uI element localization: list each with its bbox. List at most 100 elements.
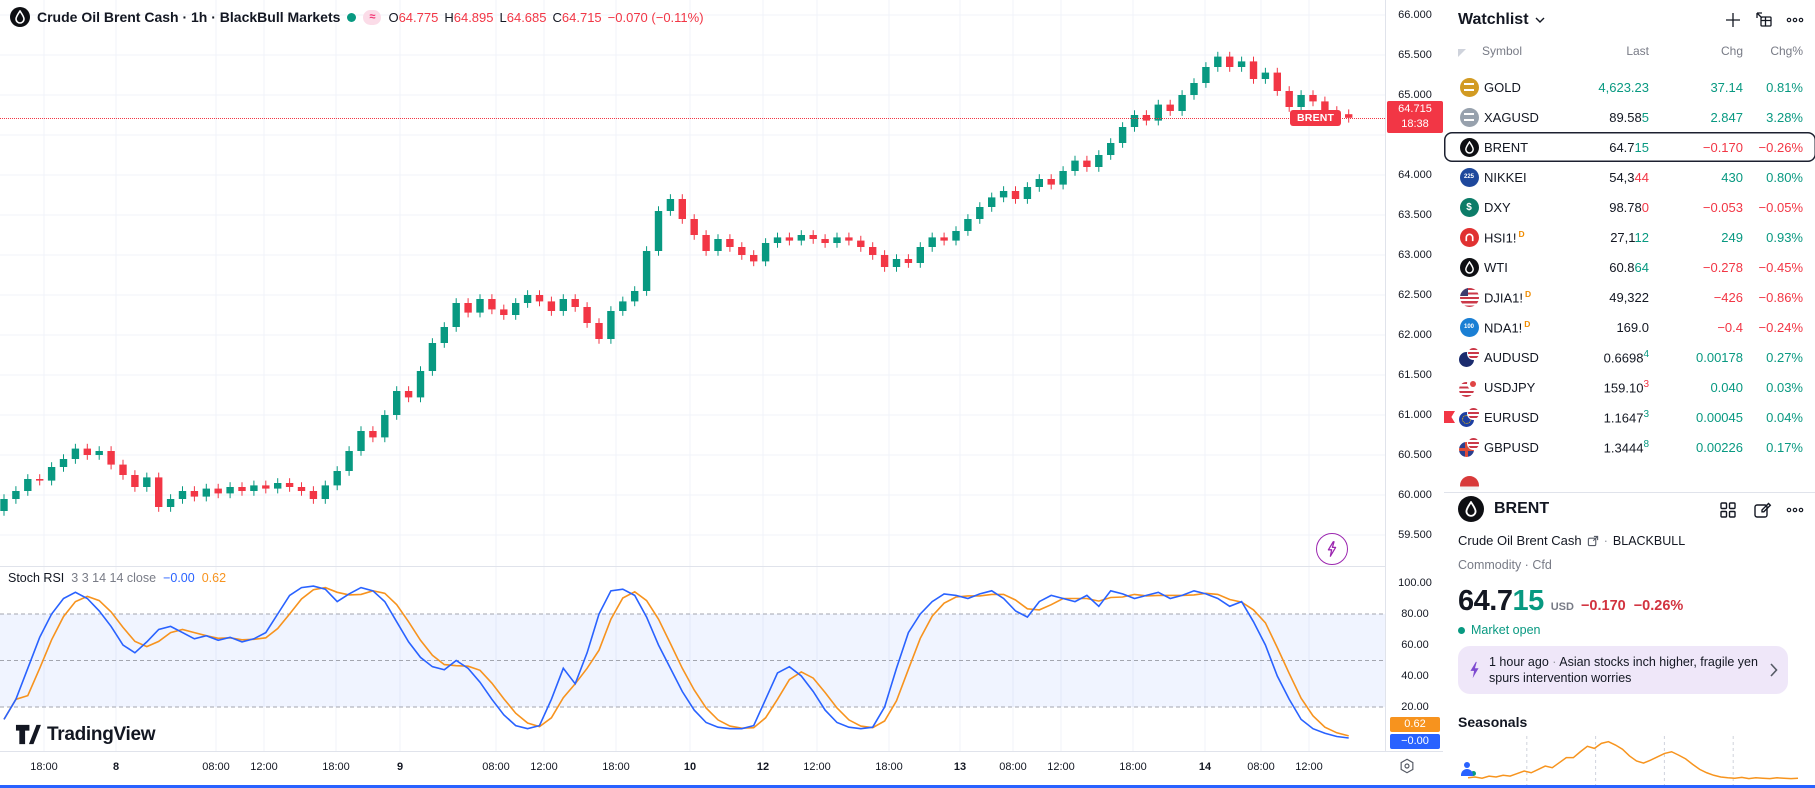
symbol-name: WTI <box>1484 259 1508 275</box>
stoch-rsi-pane[interactable]: Stoch RSI 3 3 14 14 close −0.00 0.62 <box>0 567 1385 751</box>
brent-symbol-icon <box>10 7 30 27</box>
column-symbol: Symbol <box>1482 44 1523 58</box>
indicator-name: Stoch RSI <box>8 571 65 585</box>
change-value: 37.14 <box>1710 79 1743 95</box>
price-axis-label: 64.000 <box>1398 169 1432 181</box>
market-status: Market open <box>1458 623 1540 637</box>
time-axis-label: 08:00 <box>482 761 510 773</box>
price-axis-label: 63.500 <box>1398 209 1432 221</box>
data-status-icon[interactable]: ≈ <box>363 9 382 25</box>
time-axis-label: 08:00 <box>1247 761 1275 773</box>
price-scale[interactable]: 64.715 18:38 0.62 −0.00 66.000 65.500 65.0… <box>1385 0 1444 788</box>
detail-edit-button[interactable] <box>1752 500 1772 520</box>
gbp-usd-flags-icon <box>1458 437 1480 457</box>
market-status-dot-icon[interactable] <box>347 12 357 22</box>
chart-grid <box>0 0 1385 566</box>
watchlist-row-wti[interactable]: WTI 60.864 −0.278 −0.45% <box>1444 252 1815 282</box>
stoch-axis-label: 40.00 <box>1401 670 1429 682</box>
detail-more-button[interactable] <box>1786 507 1804 513</box>
last-price: 0.66984 <box>1603 348 1649 366</box>
watchlist-layout-button[interactable] <box>1754 10 1774 30</box>
change-value: 2.847 <box>1710 109 1743 125</box>
watchlist-row-nikkei[interactable]: 225 NIKKEI 54,344 430 0.80% <box>1444 162 1815 192</box>
stoch-k-value: −0.00 <box>163 571 195 585</box>
watchlist-row-djia1[interactable]: DJIA1! D 49,322 −426 −0.86% <box>1444 282 1815 312</box>
stoch-axis-label: 80.00 <box>1401 608 1429 620</box>
symbol-name: HSI1! D <box>1484 228 1525 246</box>
detail-description[interactable]: Crude Oil Brent Cash <box>1458 533 1582 548</box>
market-open-dot-icon <box>1458 626 1465 634</box>
change-value: −0.278 <box>1702 259 1743 275</box>
news-card[interactable]: 1 hour ago · Asian stocks inch higher, f… <box>1458 646 1788 694</box>
chart-legend[interactable]: Crude Oil Brent Cash · 1h · BlackBull Ma… <box>10 7 704 27</box>
price-axis-label: 62.500 <box>1398 289 1432 301</box>
watchlist-row-gbpusd[interactable]: GBPUSD 1.34448 0.00226 0.17% <box>1444 432 1815 462</box>
last-price: 89.585 <box>1609 109 1649 125</box>
delayed-data-badge: D <box>1524 318 1531 329</box>
watchlist-row-hsi1[interactable]: HSI1! D 27,112 249 0.93% <box>1444 222 1815 252</box>
symbol-name: DJIA1! D <box>1484 288 1532 306</box>
seasonals-user-icon <box>1460 762 1476 776</box>
tradingview-logo-text: TradingView <box>47 723 156 745</box>
change-percent: 0.93% <box>1766 229 1803 245</box>
watchlist-row-brent[interactable]: BRENT 64.715 −0.170 −0.26% <box>1444 132 1815 162</box>
time-axis-label: 12 <box>756 761 770 773</box>
brent-detail-icon <box>1458 496 1484 522</box>
time-axis[interactable]: 18:00 8 08:00 12:00 18:00 9 08:00 12:00 18:00 10 1… <box>0 751 1443 786</box>
partially-visible-row[interactable] <box>1456 476 1482 490</box>
seasonals-title: Seasonals <box>1458 714 1528 730</box>
last-price: 4,623.23 <box>1598 79 1649 95</box>
pane-separator[interactable] <box>0 566 1385 567</box>
watchlist-more-button[interactable] <box>1786 17 1804 23</box>
change-value: 0.00178 <box>1696 349 1743 365</box>
detail-layout-button[interactable] <box>1718 500 1738 520</box>
chart-symbol-title[interactable]: Crude Oil Brent Cash · 1h · BlackBull Ma… <box>37 9 341 25</box>
add-symbol-button[interactable] <box>1724 11 1742 29</box>
watchlist-row-dxy[interactable]: $ DXY 98.780 −0.053 −0.05% <box>1444 192 1815 222</box>
last-price: 1.16473 <box>1603 408 1649 426</box>
external-link-icon[interactable] <box>1587 535 1599 547</box>
symbol-name: GOLD <box>1484 79 1521 95</box>
watchlist-row-xagusd[interactable]: XAGUSD 89.585 2.847 3.28% <box>1444 102 1815 132</box>
price-axis-label: 62.000 <box>1398 329 1432 341</box>
time-axis-label: 10 <box>683 761 697 773</box>
watchlist-row-nda1[interactable]: 100 NDA1! D 169.0 −0.4 −0.24% <box>1444 312 1815 342</box>
time-axis-label: 14 <box>1198 761 1212 773</box>
time-axis-label: 12:00 <box>803 761 831 773</box>
detail-description-row: Crude Oil Brent Cash · BLACKBULL <box>1458 533 1686 548</box>
change-percent: −0.26% <box>1758 139 1803 155</box>
axis-settings-icon[interactable] <box>1398 757 1416 775</box>
symbol-name: NDA1! D <box>1484 318 1531 336</box>
price-axis-label: 63.000 <box>1398 249 1432 261</box>
change-percent: 0.04% <box>1766 409 1803 425</box>
hang-seng-icon <box>1459 227 1479 247</box>
change-value: 249 <box>1721 229 1743 245</box>
symbol-name: DXY <box>1484 199 1511 215</box>
detail-symbol-name[interactable]: BRENT <box>1494 500 1550 517</box>
main-chart[interactable]: BRENT Crude Oil Brent Cash · 1h · BlackB… <box>0 0 1385 566</box>
last-price: 49,322 <box>1609 289 1649 305</box>
stoch-axis-label: 60.00 <box>1401 639 1429 651</box>
flagged-marker-icon[interactable] <box>1443 411 1455 423</box>
tradingview-watermark[interactable]: TradingView <box>14 722 156 747</box>
quick-trade-flash-button[interactable] <box>1316 533 1348 565</box>
change-percent: 0.03% <box>1766 379 1803 395</box>
watchlist-title-menu[interactable]: Watchlist <box>1458 11 1545 29</box>
change-percent: −0.05% <box>1758 199 1803 215</box>
stoch-d-value: 0.62 <box>201 571 227 585</box>
change-percent: 0.80% <box>1766 169 1803 185</box>
seasonals-mini-chart[interactable] <box>1458 736 1802 786</box>
last-price: 98.780 <box>1609 199 1649 215</box>
time-axis-label: 12:00 <box>1047 761 1075 773</box>
watchlist-column-headers[interactable]: Symbol Last Chg Chg% <box>1444 44 1815 68</box>
change-value: −0.053 <box>1702 199 1743 215</box>
stoch-rsi-legend[interactable]: Stoch RSI 3 3 14 14 close −0.00 0.62 <box>8 571 226 585</box>
watchlist-rows: GOLD 4,623.23 37.14 0.81% XAGUSD 89.585 2.847 3… <box>1443 72 1815 462</box>
watchlist-row-usdjpy[interactable]: USDJPY 159.103 0.040 0.03% <box>1444 372 1815 402</box>
watchlist-row-eurusd[interactable]: EURUSD 1.16473 0.00045 0.04% <box>1443 402 1815 432</box>
symbol-name: USDJPY <box>1484 379 1536 395</box>
watchlist-row-gold[interactable]: GOLD 4,623.23 37.14 0.81% <box>1444 72 1815 102</box>
watchlist-row-audusd[interactable]: AUDUSD 0.66984 0.00178 0.27% <box>1444 342 1815 372</box>
time-axis-label: 18:00 <box>875 761 903 773</box>
